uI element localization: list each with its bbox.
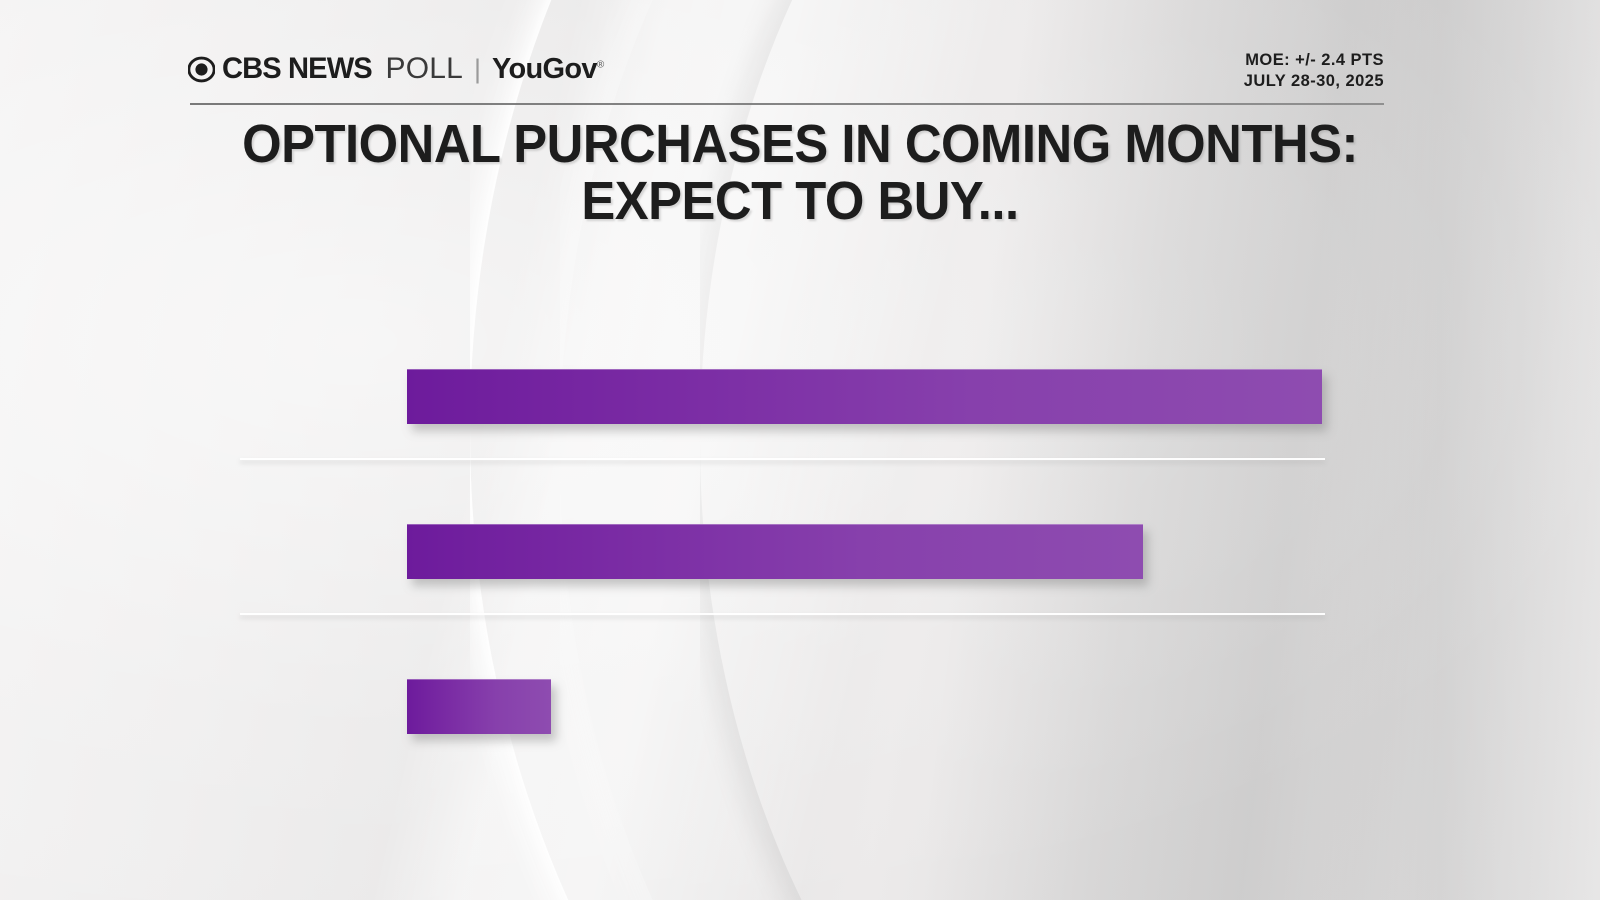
- moe-margin-of-error: MOE: +/- 2.4 PTS: [1245, 51, 1384, 69]
- cbs-eye-icon: [188, 56, 215, 82]
- brand-separator: |: [474, 53, 482, 84]
- brand-poll: POLL: [385, 52, 463, 85]
- page-title-line-2: EXPECT TO BUY...: [581, 170, 1019, 231]
- bar-fill: [407, 369, 1322, 424]
- header-divider: [190, 103, 1384, 105]
- page-title-line-1: OPTIONAL PURCHASES IN COMING MONTHS:: [242, 114, 1358, 174]
- page-title: OPTIONAL PURCHASES IN COMING MONTHS: EXP…: [142, 116, 1458, 229]
- row-divider: [240, 613, 1325, 615]
- header: CBS NEWS POLL | YouGov® MOE: +/- 2.4 PTS…: [188, 50, 1384, 98]
- brand-yougov: YouGov®: [492, 52, 604, 85]
- moe-field-dates: JULY 28-30, 2025: [1243, 72, 1384, 91]
- bar-fill: [407, 679, 551, 734]
- row-divider: [240, 458, 1325, 460]
- brand-cbs-news: CBS NEWS: [222, 52, 373, 85]
- bar-fill: [407, 524, 1143, 579]
- moe-block: MOE: +/- 2.4 PTS JULY 28-30, 2025: [1244, 50, 1384, 92]
- brand-lockup: CBS NEWS POLL | YouGov®: [188, 54, 604, 84]
